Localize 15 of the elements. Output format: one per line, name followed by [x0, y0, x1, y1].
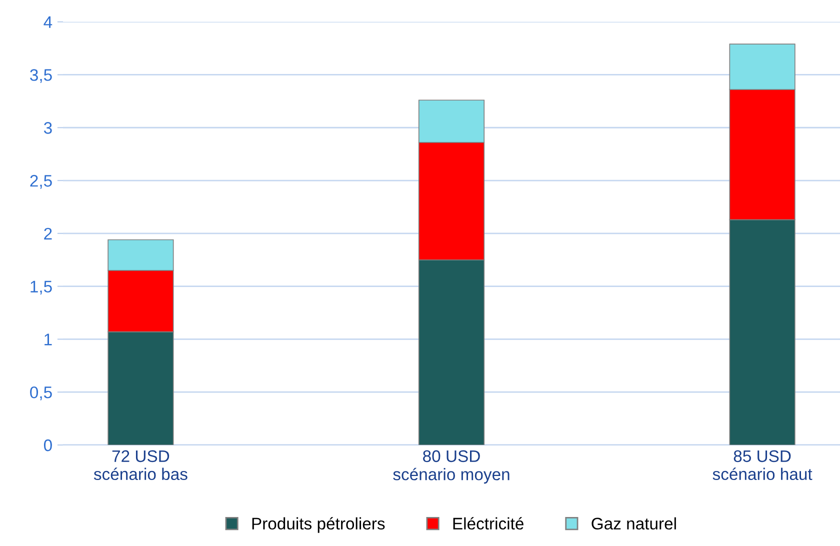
legend-label: Produits pétroliers: [252, 517, 385, 533]
legend-label: Eléctricité: [453, 517, 524, 530]
x-tick-label: 80 USD scénario moyen: [393, 450, 510, 484]
y-tick-label: 3: [44, 122, 52, 134]
y-tick-label: 0: [44, 439, 52, 452]
y-tick-label: 1,5: [30, 280, 52, 294]
y-tick-label: 0,5: [30, 386, 52, 400]
y-tick-label: 2: [44, 228, 52, 240]
y-tick-label: 1: [44, 334, 52, 346]
x-tick-label: 72 USD scénario bas: [94, 450, 188, 480]
y-tick-label: 4: [44, 16, 52, 28]
y-tick-label: 2,5: [30, 174, 52, 189]
y-tick-label: 3,5: [30, 69, 52, 83]
x-tick-label: 85 USD scénario haut: [712, 450, 812, 480]
legend-label: Gaz naturel: [592, 517, 676, 530]
